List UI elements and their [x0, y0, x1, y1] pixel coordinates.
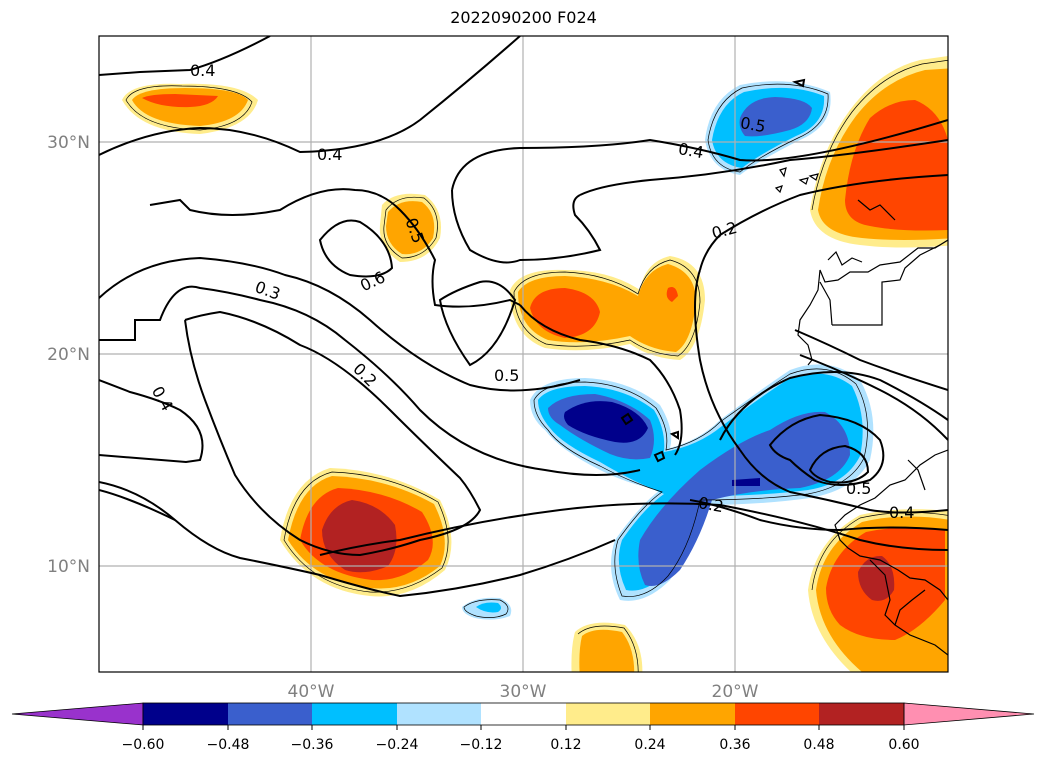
colorbar-frame	[142, 702, 905, 726]
contour-label: 0.4	[677, 139, 705, 162]
lon-label: 30°W	[500, 682, 547, 702]
map-title: 2022090200 F024	[450, 8, 597, 27]
anomaly-positive-024	[386, 201, 435, 255]
colorbar-segment	[143, 703, 228, 725]
colorbar-segment	[650, 703, 735, 725]
anomaly-positive-036	[530, 288, 600, 338]
colorbar-tick-label: 0.60	[888, 737, 919, 753]
lat-label: 30°N	[47, 133, 90, 153]
colorbar-tick-label: −0.36	[291, 737, 334, 753]
colorbar-segment	[735, 703, 819, 725]
anomaly-positive-036	[666, 287, 678, 302]
gridlines	[99, 36, 948, 672]
contour-label: 0.2	[349, 359, 380, 390]
shading-outlines	[125, 59, 948, 672]
colorbar-tick-label: 0.36	[719, 737, 750, 753]
colorbar-segment	[397, 703, 481, 725]
contour-label: 0.5	[846, 479, 871, 498]
colorbar-tick-label: 0.24	[634, 737, 665, 753]
contour-label: 0.4	[317, 145, 342, 164]
colorbar-tick-label: −0.60	[122, 737, 165, 753]
colorbar-segment	[312, 703, 397, 725]
colorbar-extend-high	[903, 702, 1035, 726]
anomaly-positive-036	[142, 94, 218, 108]
colorbar-tick-label: 0.48	[803, 737, 834, 753]
anomaly-positive-036	[845, 100, 948, 231]
colorbar: −0.60 −0.48 −0.36 −0.24 −0.12 0.12 0.24 …	[11, 702, 1035, 753]
lon-label: 20°W	[712, 682, 759, 702]
colorbar-tick-label: −0.24	[376, 737, 419, 753]
colorbar-segment	[566, 703, 650, 725]
contour-label: 0.4	[148, 383, 177, 415]
plot-frame	[98, 35, 949, 673]
contour-lines	[99, 36, 948, 598]
colorbar-tick-label: −0.48	[207, 737, 250, 753]
colorbar-ticks	[142, 725, 905, 730]
anomaly-negative-036	[638, 411, 850, 586]
contour-label: 0.4	[889, 503, 914, 522]
contour-label: 0.4	[190, 61, 215, 80]
contour-label: 0.2	[697, 493, 725, 516]
anomaly-negative-048	[564, 401, 648, 443]
lat-label: 20°N	[47, 345, 90, 365]
colorbar-tick-label: 0.12	[550, 737, 581, 753]
colorbar-segment	[481, 703, 566, 725]
contour-label: 0.5	[494, 366, 519, 385]
anomaly-negative-024	[476, 602, 501, 613]
colorbar-segment	[228, 703, 312, 725]
anomaly-negative-036	[739, 97, 812, 137]
colorbar-extend-low	[11, 702, 144, 726]
lon-label: 40°W	[288, 682, 335, 702]
colorbar-segment	[819, 703, 904, 725]
anomaly-positive-048	[858, 555, 895, 601]
colorbar-tick-label: −0.12	[460, 737, 503, 753]
anomaly-positive-024	[579, 629, 635, 672]
contour-label: 0.6	[357, 267, 388, 295]
anomaly-negative-048	[732, 478, 760, 486]
lat-label: 10°N	[47, 557, 90, 577]
contour-label: 0.5	[739, 113, 767, 136]
